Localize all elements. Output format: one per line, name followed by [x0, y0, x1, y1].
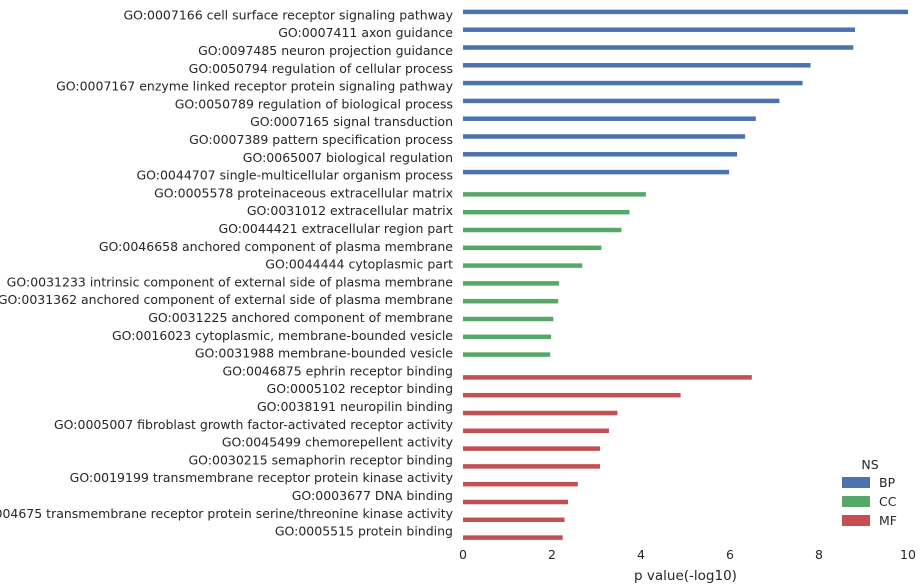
x-tick-label: 2	[548, 547, 556, 562]
category-label: GO:0031225 anchored component of membran…	[148, 310, 453, 325]
legend-title: NS	[861, 457, 878, 472]
category-label: GO:0046658 anchored component of plasma …	[99, 239, 453, 254]
bar-bp	[463, 27, 856, 32]
category-label: GO:0030215 semaphorin receptor binding	[188, 452, 453, 467]
bar-mf	[463, 392, 681, 398]
category-label: GO:0038191 neuropilin binding	[257, 399, 453, 414]
category-label: GO:0004675 transmembrane receptor protei…	[0, 506, 454, 521]
legend-label-cc: CC	[879, 494, 897, 509]
category-labels: GO:0007166 cell surface receptor signali…	[0, 7, 454, 538]
bar-bp	[463, 98, 780, 104]
x-tick-labels: 0 2 4 6 8 10	[459, 547, 916, 562]
bar-cc	[463, 334, 552, 340]
bar-mf	[463, 535, 563, 540]
x-tick-label: 6	[726, 547, 734, 562]
bar-bp	[463, 116, 756, 121]
category-label: GO:0046875 ephrin receptor binding	[222, 363, 453, 378]
category-label: GO:0031012 extracellular matrix	[247, 203, 453, 218]
legend-label-mf: MF	[879, 513, 897, 528]
bar-bp	[463, 152, 738, 157]
legend-swatch-mf	[842, 515, 870, 526]
bar-cc	[463, 352, 551, 357]
category-label: GO:0045499 chemorepellent activity	[222, 435, 454, 450]
category-label: GO:0044444 cytoplasmic part	[265, 257, 453, 272]
x-tick-label: 0	[459, 547, 467, 562]
category-label: GO:0031362 anchored component of externa…	[0, 292, 453, 307]
category-label: GO:0019199 transmembrane receptor protei…	[70, 470, 454, 485]
category-label: GO:0005007 fibroblast growth factor-acti…	[54, 417, 454, 432]
bar-mf	[463, 517, 565, 523]
bars-group	[463, 9, 908, 540]
legend-swatch-cc	[842, 496, 870, 507]
category-label: GO:0031233 intrinsic component of extern…	[7, 274, 454, 289]
bar-bp	[463, 45, 854, 50]
x-tick-label: 10	[900, 547, 916, 562]
x-tick-label: 4	[637, 547, 645, 562]
bar-mf	[463, 481, 578, 487]
category-label: GO:0044707 single-multicellular organism…	[136, 168, 453, 183]
category-label: GO:0007167 enzyme linked receptor protei…	[56, 79, 454, 94]
legend-swatch-bp	[842, 477, 870, 488]
category-label: GO:0044421 extracellular region part	[218, 221, 453, 236]
bar-cc	[463, 192, 646, 197]
x-axis-title: p value(-log10)	[634, 568, 737, 584]
category-label: GO:0007165 signal transduction	[250, 114, 453, 129]
category-label: GO:0016023 cytoplasmic, membrane-bounded…	[112, 328, 453, 343]
bar-bp	[463, 9, 908, 15]
bar-mf	[463, 428, 609, 434]
bar-mf	[463, 464, 601, 469]
legend: NS BP CC MF	[842, 457, 897, 528]
category-label: GO:0005515 protein binding	[275, 524, 453, 539]
category-label: GO:0007411 axon guidance	[278, 25, 453, 40]
category-label: GO:0050789 regulation of biological proc…	[175, 96, 453, 111]
bar-cc	[463, 281, 560, 286]
bar-mf	[463, 446, 601, 451]
x-tick-label: 8	[815, 547, 823, 562]
category-label: GO:0003677 DNA binding	[292, 488, 453, 503]
bar-mf	[463, 499, 569, 505]
category-label: GO:0005102 receptor binding	[267, 381, 453, 396]
bar-cc	[463, 227, 622, 233]
bar-cc	[463, 209, 630, 215]
bar-bp	[463, 80, 803, 86]
bar-mf	[463, 410, 618, 416]
category-label: GO:0050794 regulation of cellular proces…	[189, 61, 453, 76]
bar-cc	[463, 298, 559, 304]
bar-bp	[463, 134, 746, 139]
category-label: GO:0005578 proteinaceous extracellular m…	[154, 185, 453, 200]
category-label: GO:0007389 pattern specification process	[189, 132, 453, 147]
category-label: GO:0007166 cell surface receptor signali…	[123, 7, 453, 22]
bar-cc	[463, 245, 602, 251]
bar-mf	[463, 375, 752, 380]
category-label: GO:0097485 neuron projection guidance	[198, 43, 453, 58]
bar-cc	[463, 263, 583, 268]
bar-bp	[463, 63, 811, 68]
bar-cc	[463, 316, 554, 322]
bar-bp	[463, 169, 730, 175]
legend-label-bp: BP	[879, 475, 896, 490]
category-label: GO:0065007 biological regulation	[243, 150, 453, 165]
category-label: GO:0031988 membrane-bounded vesicle	[195, 346, 453, 361]
